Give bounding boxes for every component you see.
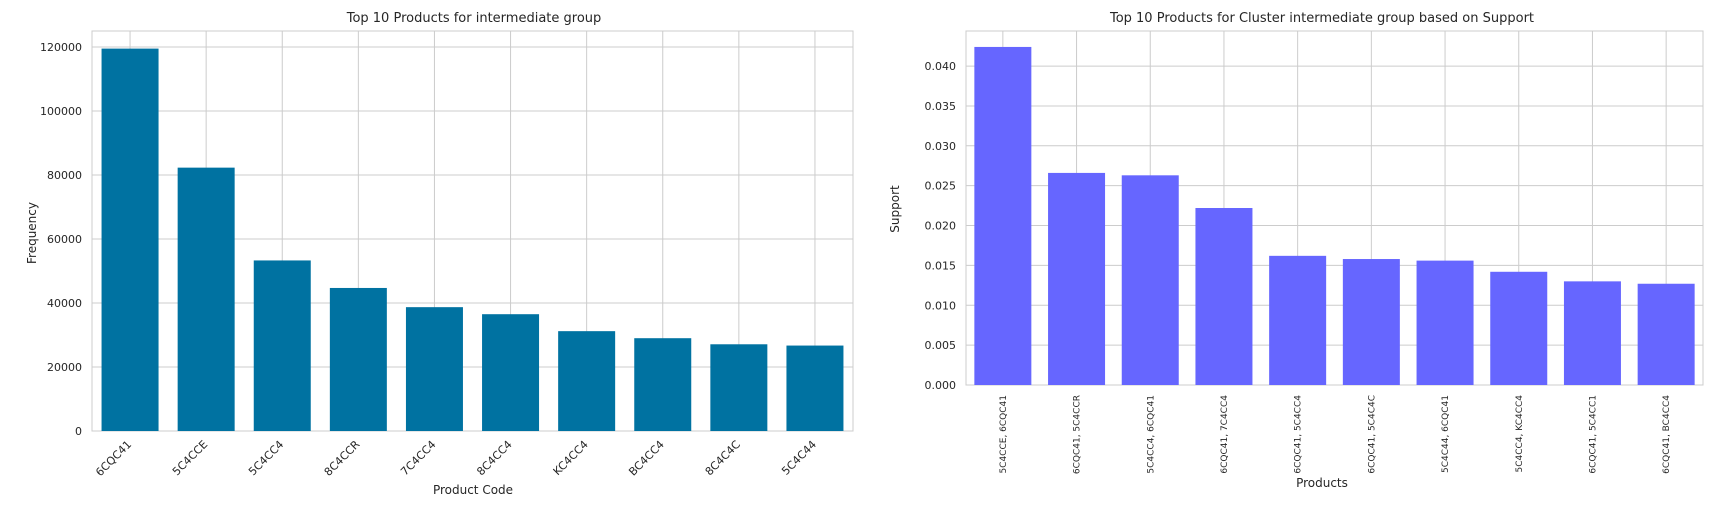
chart1-ytick-label: 120000 xyxy=(40,41,82,54)
chart1-ytick-label: 60000 xyxy=(47,233,82,246)
chart1-xtick-label: BC4CC4 xyxy=(626,438,667,479)
chart2-ytick-label: 0.025 xyxy=(925,180,957,193)
chart2-xlabel: Products xyxy=(1296,476,1348,490)
chart2-bar xyxy=(1563,281,1621,385)
chart2-ylabel: Support xyxy=(888,185,902,233)
chart2-bar xyxy=(1490,271,1548,385)
chart1-bar xyxy=(482,314,540,431)
chart2-bar xyxy=(1121,175,1179,385)
chart1-xtick-label: 5C4CC4 xyxy=(246,438,286,478)
chart2-xtick-label: 6CQC41, 5C4CC1 xyxy=(1588,395,1598,474)
chart2-xtick-label: 6CQC41, 5C4CCR xyxy=(1073,395,1083,474)
chart1-ytick-label: 80000 xyxy=(47,169,82,182)
chart2-xtick-label: 5C4CC4, KC4CC4 xyxy=(1515,395,1525,473)
chart1-xtick-label: 5C4CCE xyxy=(170,438,210,478)
chart2-bar xyxy=(1342,259,1400,385)
chart2-bar xyxy=(1195,208,1253,385)
chart2-plot: 0.000 0.005 0.010 0.015 0.020 0.025 0.030 0.035… xyxy=(925,30,1704,474)
chart2-bar xyxy=(1416,260,1474,385)
chart1-bar xyxy=(558,331,616,431)
chart1-xtick-label: 8C4C4C xyxy=(703,438,744,479)
chart1-xtick-label: 5C4C44 xyxy=(779,438,819,478)
chart1-xlabel: Product Code xyxy=(433,483,513,497)
chart1-xtick-label: 7C4CC4 xyxy=(398,438,438,478)
chart2-bar xyxy=(1048,172,1106,385)
chart1-ytick-label: 0 xyxy=(75,425,82,438)
chart2-xtick-label: 5C4C44, 6CQC41 xyxy=(1441,395,1451,473)
chart1-bar xyxy=(177,167,235,431)
chart2-ytick-label: 0.015 xyxy=(925,259,957,272)
chart1-xtick-label: 8C4CCR xyxy=(322,438,363,479)
chart1-bar xyxy=(786,345,844,431)
chart2-xtick-label: 5C4CC4, 6CQC41 xyxy=(1146,395,1156,474)
chart2-ytick-label: 0.035 xyxy=(925,100,957,113)
chart1-bar xyxy=(634,338,692,431)
chart1-xtick-label: KC4CC4 xyxy=(551,438,591,478)
chart2-ytick-label: 0.005 xyxy=(925,339,957,352)
chart1-title: Top 10 Products for intermediate group xyxy=(346,11,602,26)
chart1-xtick-label: 8C4CC4 xyxy=(474,438,514,478)
chart2-bar xyxy=(1637,283,1695,385)
chart2-title: Top 10 Products for Cluster intermediate… xyxy=(1109,11,1534,26)
chart2-bar xyxy=(1269,255,1327,385)
chart1-bar xyxy=(253,260,311,431)
chart2-xtick-label: 5C4CCE, 6CQC41 xyxy=(999,395,1009,474)
chart2-xtick-label: 6CQC41, 7C4CC4 xyxy=(1220,395,1230,474)
chart2-xtick-label: 6CQC41, 5C4CC4 xyxy=(1294,395,1304,474)
chart1-bar xyxy=(405,307,463,431)
chart2-ytick-label: 0.040 xyxy=(925,60,957,73)
chart2-xtick-label: 6CQC41, 5C4C4C xyxy=(1367,395,1377,474)
chart1-plot: 0 20000 40000 60000 80000 100000 120000 6CQC41 5… xyxy=(40,30,854,479)
chart1-xtick-label: 6CQC41 xyxy=(93,438,134,479)
chart2-ytick-label: 0.010 xyxy=(925,299,957,312)
chart2-bar xyxy=(974,46,1032,385)
chart2-ytick-label: 0.000 xyxy=(925,379,957,392)
chart2-ytick-label: 0.030 xyxy=(925,140,957,153)
chart2-ytick-label: 0.020 xyxy=(925,220,957,233)
chart1-bar xyxy=(329,287,387,431)
chart1-ylabel: Frequency xyxy=(25,202,39,264)
chart1-ytick-label: 100000 xyxy=(40,105,82,118)
chart1-bar xyxy=(710,344,768,431)
chart2-xtick-label: 6CQC41, BC4CC4 xyxy=(1662,395,1672,474)
chart1-bar xyxy=(101,48,159,431)
chart1-ytick-label: 40000 xyxy=(47,297,82,310)
chart1-ytick-label: 20000 xyxy=(47,361,82,374)
